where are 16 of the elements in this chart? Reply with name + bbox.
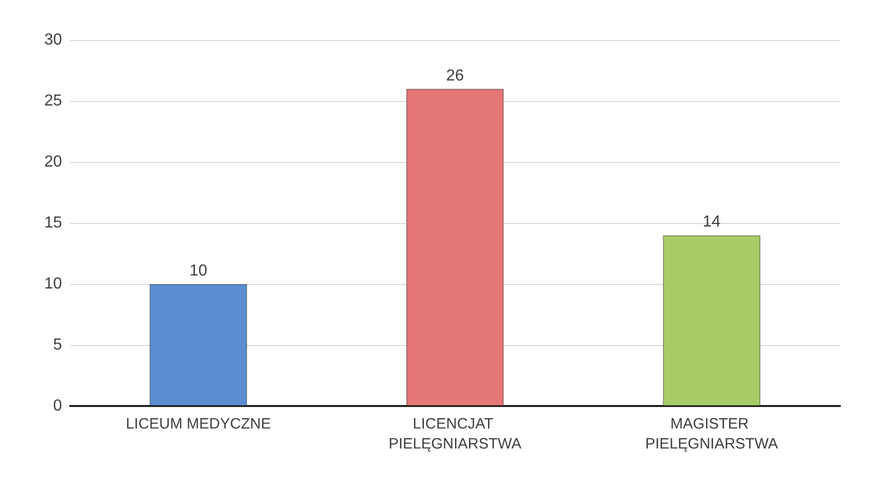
y-tick-label: 0 — [53, 398, 62, 414]
y-tick-label: 15 — [44, 214, 62, 232]
bar — [406, 88, 504, 406]
data-label: 14 — [702, 214, 721, 231]
y-tick-label: 30 — [44, 32, 62, 48]
y-tick-label: 20 — [44, 154, 62, 170]
bar — [150, 284, 248, 406]
x-tick-label: MAGISTER PIELĘGNIARSTWA — [645, 416, 778, 452]
y-tick-label: 25 — [44, 92, 62, 110]
y-tick-label: 5 — [53, 336, 62, 354]
data-label: 26 — [446, 67, 464, 84]
bar — [662, 235, 760, 406]
x-tick-label: LICEUM MEDYCZNE — [126, 416, 271, 432]
x-tick-label: LICENCJAT PIELĘGNIARSTWA — [388, 416, 522, 452]
data-label: 10 — [189, 262, 208, 280]
y-tick-label: 10 — [44, 276, 62, 292]
